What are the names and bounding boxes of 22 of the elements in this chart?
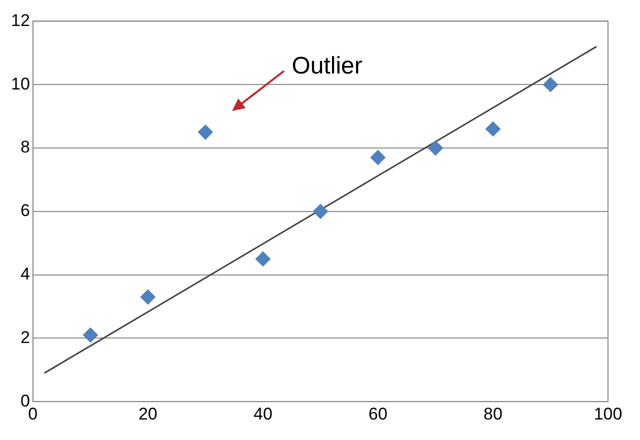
point	[428, 140, 443, 156]
x-tick-label: 20	[138, 404, 158, 424]
y-tick-label: 0	[20, 391, 30, 410]
annotation: Outlier	[292, 52, 362, 80]
point	[370, 150, 386, 166]
point	[255, 251, 270, 266]
point	[542, 77, 558, 92]
point	[312, 204, 328, 219]
x-tick-label: 80	[484, 404, 502, 424]
y-tick-label: 2	[20, 328, 30, 347]
y-tick-label: 12	[10, 10, 30, 30]
x-tick-label: 40	[253, 404, 272, 424]
x-tick-label: 60	[368, 404, 388, 424]
point	[82, 328, 98, 343]
x-tick-label: 100	[594, 404, 622, 424]
point	[198, 124, 213, 140]
y-tick-label: 8	[20, 138, 30, 157]
y-tick-label: 10	[10, 74, 30, 94]
point	[140, 289, 156, 304]
y-tick-label: 6	[20, 201, 30, 220]
y-tick-label: 4	[20, 264, 30, 284]
point	[485, 121, 500, 136]
